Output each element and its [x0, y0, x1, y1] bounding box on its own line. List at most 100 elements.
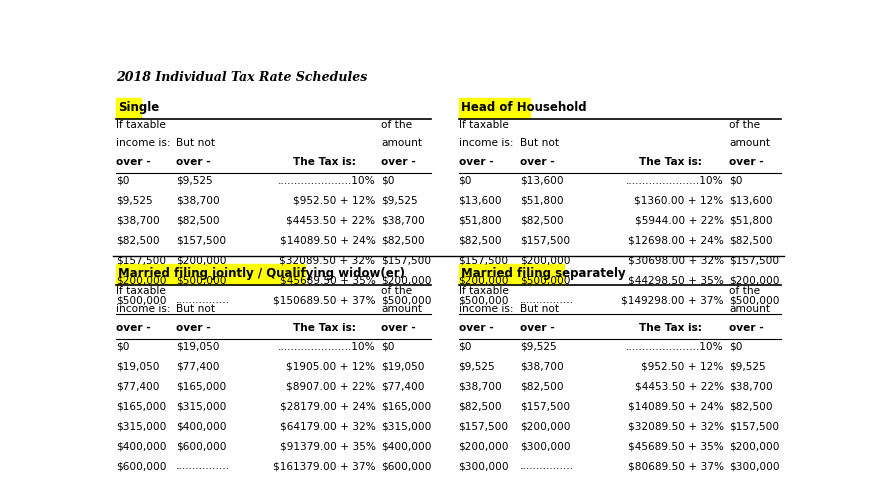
Text: $13,600: $13,600: [729, 196, 773, 206]
Text: of the: of the: [381, 286, 412, 296]
Text: $51,800: $51,800: [458, 216, 502, 226]
Text: $150689.50 + 37%: $150689.50 + 37%: [273, 295, 375, 305]
Text: $9,525: $9,525: [520, 341, 556, 351]
Text: $82,500: $82,500: [176, 216, 220, 226]
Text: $500,000: $500,000: [458, 295, 509, 305]
Text: $64179.00 + 32%: $64179.00 + 32%: [280, 422, 375, 432]
Text: $12698.00 + 24%: $12698.00 + 24%: [628, 236, 724, 246]
Text: If taxable: If taxable: [458, 120, 508, 130]
Text: $200,000: $200,000: [116, 275, 166, 285]
Text: $315,000: $315,000: [381, 422, 431, 432]
Text: income is:: income is:: [116, 304, 171, 314]
FancyBboxPatch shape: [116, 98, 142, 118]
Text: over -: over -: [458, 323, 493, 333]
Text: $315,000: $315,000: [116, 422, 166, 432]
Text: $82,500: $82,500: [116, 236, 160, 246]
Text: $0: $0: [116, 176, 130, 186]
Text: $4453.50 + 22%: $4453.50 + 22%: [286, 216, 375, 226]
Text: amount: amount: [729, 304, 770, 314]
Text: $13,600: $13,600: [458, 196, 502, 206]
Text: $13,600: $13,600: [520, 176, 564, 186]
Text: Head of Household: Head of Household: [460, 101, 586, 114]
Text: $38,700: $38,700: [520, 361, 564, 371]
Text: over -: over -: [458, 157, 493, 167]
Text: $19,050: $19,050: [116, 361, 159, 371]
Text: $91379.00 + 35%: $91379.00 + 35%: [280, 442, 375, 452]
Text: of the: of the: [729, 286, 760, 296]
Text: $0: $0: [729, 176, 743, 186]
Text: income is:: income is:: [458, 304, 513, 314]
Text: $82,500: $82,500: [381, 236, 424, 246]
Text: $5944.00 + 22%: $5944.00 + 22%: [634, 216, 724, 226]
Text: The Tax is:: The Tax is:: [639, 323, 702, 333]
Text: $400,000: $400,000: [116, 442, 166, 452]
FancyBboxPatch shape: [458, 264, 564, 284]
Text: ................: ................: [520, 295, 574, 305]
Text: $500,000: $500,000: [381, 295, 431, 305]
Text: $9,525: $9,525: [176, 176, 213, 186]
Text: $38,700: $38,700: [729, 381, 773, 392]
Text: $161379.00 + 37%: $161379.00 + 37%: [273, 462, 375, 472]
Text: ................: ................: [176, 462, 230, 472]
Text: $0: $0: [458, 176, 472, 186]
Text: over -: over -: [729, 323, 764, 333]
Text: $38,700: $38,700: [458, 381, 502, 392]
Text: over -: over -: [381, 157, 416, 167]
Text: If taxable: If taxable: [116, 286, 166, 296]
Text: ................: ................: [520, 462, 574, 472]
Text: $0: $0: [458, 341, 472, 351]
Text: of the: of the: [729, 120, 760, 130]
Text: $19,050: $19,050: [381, 361, 424, 371]
Text: $200,000: $200,000: [458, 275, 509, 285]
Text: $157,500: $157,500: [729, 255, 780, 265]
Text: $28179.00 + 24%: $28179.00 + 24%: [280, 402, 375, 412]
Text: $157,500: $157,500: [520, 402, 570, 412]
Text: $0: $0: [116, 341, 130, 351]
Text: The Tax is:: The Tax is:: [639, 157, 702, 167]
Text: $82,500: $82,500: [520, 216, 564, 226]
Text: $14089.50 + 24%: $14089.50 + 24%: [628, 402, 724, 412]
Text: over -: over -: [116, 323, 150, 333]
Text: Married filing separately: Married filing separately: [460, 266, 626, 279]
Text: $165,000: $165,000: [176, 381, 227, 392]
Text: $200,000: $200,000: [176, 255, 227, 265]
Text: $200,000: $200,000: [729, 442, 780, 452]
Text: $9,525: $9,525: [458, 361, 495, 371]
Text: $77,400: $77,400: [176, 361, 220, 371]
Text: $1905.00 + 12%: $1905.00 + 12%: [286, 361, 375, 371]
Text: $4453.50 + 22%: $4453.50 + 22%: [634, 381, 724, 392]
Text: $0: $0: [381, 341, 395, 351]
Text: $600,000: $600,000: [381, 462, 431, 472]
Text: The Tax is:: The Tax is:: [293, 323, 356, 333]
Text: $9,525: $9,525: [729, 361, 766, 371]
Text: $157,500: $157,500: [381, 255, 431, 265]
Text: of the: of the: [381, 120, 412, 130]
Text: $157,500: $157,500: [520, 236, 570, 246]
Text: $82,500: $82,500: [729, 402, 773, 412]
Text: $500,000: $500,000: [520, 275, 570, 285]
Text: amount: amount: [729, 138, 770, 148]
Text: $82,500: $82,500: [458, 402, 502, 412]
Text: $315,000: $315,000: [176, 402, 227, 412]
Text: $300,000: $300,000: [729, 462, 780, 472]
Text: ......................10%: ......................10%: [278, 341, 375, 351]
Text: $300,000: $300,000: [458, 462, 509, 472]
Text: $30698.00 + 32%: $30698.00 + 32%: [627, 255, 724, 265]
Text: $165,000: $165,000: [381, 402, 431, 412]
Text: $200,000: $200,000: [520, 422, 570, 432]
Text: $82,500: $82,500: [729, 236, 773, 246]
Text: $38,700: $38,700: [116, 216, 160, 226]
Text: $500,000: $500,000: [176, 275, 227, 285]
Text: ......................10%: ......................10%: [278, 176, 375, 186]
Text: If taxable: If taxable: [458, 286, 508, 296]
Text: $77,400: $77,400: [381, 381, 424, 392]
Text: But not: But not: [176, 304, 215, 314]
FancyBboxPatch shape: [116, 264, 305, 284]
Text: $500,000: $500,000: [116, 295, 166, 305]
Text: over -: over -: [116, 157, 150, 167]
Text: $165,000: $165,000: [116, 402, 166, 412]
Text: over -: over -: [520, 157, 555, 167]
Text: $1360.00 + 12%: $1360.00 + 12%: [634, 196, 724, 206]
Text: $77,400: $77,400: [116, 381, 159, 392]
Text: over -: over -: [729, 157, 764, 167]
